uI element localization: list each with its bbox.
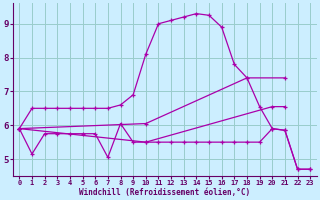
X-axis label: Windchill (Refroidissement éolien,°C): Windchill (Refroidissement éolien,°C) bbox=[79, 188, 250, 197]
